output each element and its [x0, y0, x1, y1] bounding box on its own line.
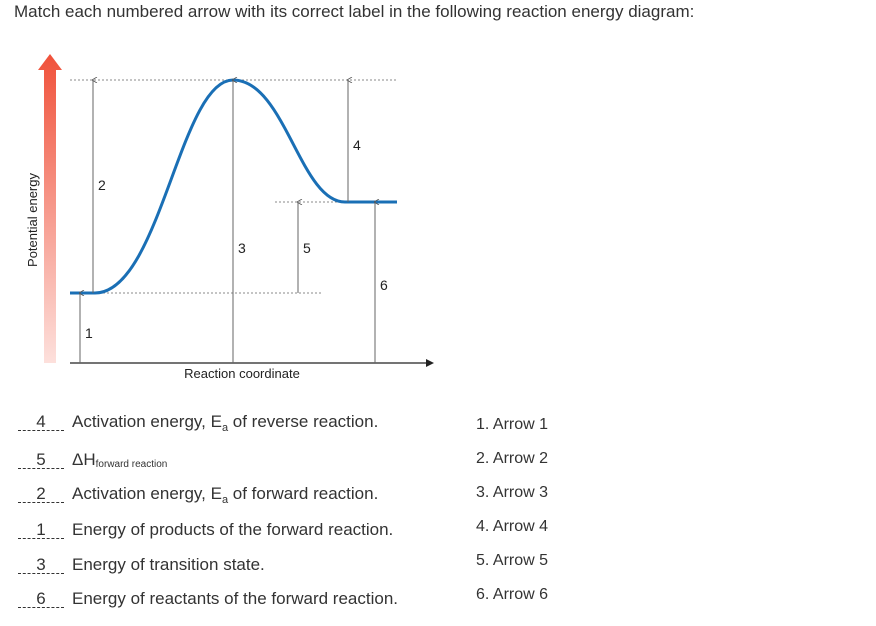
answer-row: 6 Energy of reactants of the forward reac…	[18, 589, 398, 609]
question: Match each numbered arrow with its corre…	[14, 2, 695, 21]
answer: 5	[18, 451, 64, 469]
x-axis-label: Reaction coordinate	[184, 366, 300, 381]
option: 2. Arrow 2	[476, 450, 549, 467]
statement: Energy of products of the forward reacti…	[72, 520, 394, 539]
arrow-label: 2	[98, 177, 106, 193]
option: 1. Arrow 1	[476, 416, 549, 433]
statement: Activation energy, E	[72, 484, 222, 503]
energy-curve	[70, 78, 397, 295]
option: 5. Arrow 5	[476, 552, 549, 569]
answer-row: 1 Energy of products of the forward react…	[18, 520, 393, 540]
arrow-label: 6	[380, 277, 388, 293]
answer: 2	[18, 485, 64, 503]
arrow-label: 4	[353, 137, 361, 153]
arrow-label: 1	[85, 325, 93, 341]
answer: 4	[18, 413, 64, 431]
arrows: 1 2 3 4 5 6	[80, 80, 388, 363]
answer: 6	[18, 590, 64, 608]
option: 6. Arrow 6	[476, 586, 549, 603]
statement: ΔH	[72, 450, 96, 469]
answer: 3	[18, 556, 64, 574]
answer-row: 5 ΔHforward reaction	[18, 450, 167, 470]
answer-row: 2 Activation energy, Ea of forward reacti…	[18, 484, 378, 506]
answer-row: 3 Energy of transition state.	[18, 555, 265, 575]
arrow-label: 3	[238, 240, 246, 256]
energy-arrow	[38, 54, 62, 363]
statement: of forward reaction.	[228, 484, 379, 503]
statement: of reverse reaction.	[228, 412, 379, 431]
statement: Energy of reactants of the forward react…	[72, 589, 399, 608]
option: 4. Arrow 4	[476, 518, 549, 535]
arrow-label: 5	[303, 240, 311, 256]
x-axis-head	[426, 359, 434, 367]
option: 3. Arrow 3	[476, 484, 549, 501]
answer: 1	[18, 521, 64, 539]
statement: a	[221, 422, 229, 434]
statement: a	[221, 494, 229, 506]
statement: Energy of transition state.	[72, 555, 265, 574]
y-axis-label: Potential energy	[25, 173, 40, 267]
answer-row: 4 Activation energy, Ea of reverse reacti…	[18, 412, 378, 434]
statement: forward reaction	[95, 459, 168, 470]
statement: Activation energy, E	[72, 412, 222, 431]
guides	[70, 79, 397, 294]
